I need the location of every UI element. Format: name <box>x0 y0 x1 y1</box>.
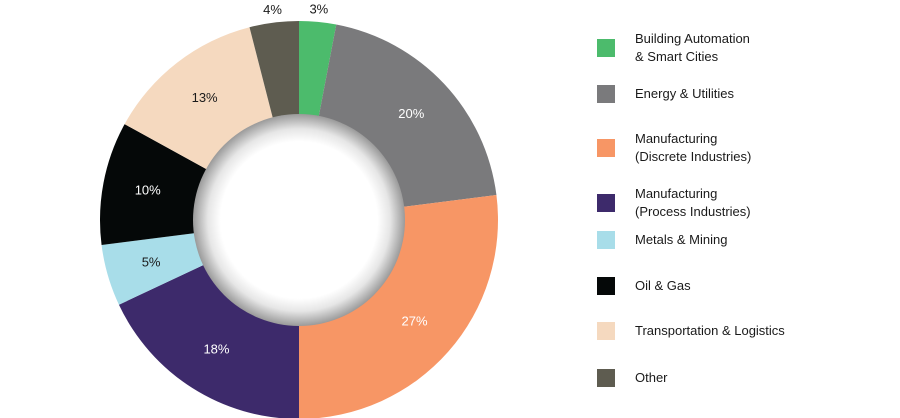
legend-label: Oil & Gas <box>635 278 691 293</box>
slice-value-label: 5% <box>142 254 161 269</box>
pie-slice <box>299 21 337 122</box>
legend-label: Manufacturing (Discrete Industries) <box>635 131 752 164</box>
legend-swatch <box>597 369 615 387</box>
slice-value-label: 10% <box>135 183 161 198</box>
legend-item: Other <box>597 369 668 387</box>
pie-slice <box>100 124 212 245</box>
slice-value-label: 20% <box>398 106 424 121</box>
legend-label: Manufacturing (Process Industries) <box>635 186 751 219</box>
legend-swatch <box>597 139 615 157</box>
legend-label: Building Automation & Smart Cities <box>635 31 750 64</box>
legend-item: Building Automation & Smart Cities <box>597 30 750 66</box>
pie-slice <box>249 21 299 124</box>
legend-swatch <box>597 39 615 57</box>
pie-slice <box>118 262 299 418</box>
legend-label: Energy & Utilities <box>635 86 734 101</box>
legend-swatch <box>597 277 615 295</box>
pie-slice <box>101 232 209 305</box>
legend-label: Metals & Mining <box>635 232 728 247</box>
legend-swatch <box>597 85 615 103</box>
legend-item: Energy & Utilities <box>597 85 734 103</box>
legend-item: Manufacturing (Process Industries) <box>597 185 751 221</box>
legend-label: Other <box>635 370 668 385</box>
legend-item: Oil & Gas <box>597 277 691 295</box>
slice-value-label: 13% <box>192 90 218 105</box>
slice-value-label: 4% <box>263 2 282 17</box>
slice-value-label: 27% <box>402 313 428 328</box>
slice-value-label: 3% <box>309 1 328 16</box>
slices-group <box>100 21 498 418</box>
pie-slice <box>299 195 498 418</box>
legend-item: Metals & Mining <box>597 231 727 249</box>
slice-value-label: 18% <box>203 341 229 356</box>
legend-swatch <box>597 322 615 340</box>
legend-item: Transportation & Logistics <box>597 322 785 340</box>
legend-swatch <box>597 231 615 249</box>
donut-hole <box>193 114 405 326</box>
donut-chart: 3% 20% 27% 18% 5% 10% 13% 4% <box>100 1 498 418</box>
legend-label: Transportation & Logistics <box>635 323 785 338</box>
slice-labels-group: 3% 20% 27% 18% 5% 10% 13% 4% <box>135 1 428 356</box>
legend-item: Manufacturing (Discrete Industries) <box>597 130 751 166</box>
legend: Building Automation & Smart Cities Energy… <box>597 0 897 418</box>
legend-swatch <box>597 194 615 212</box>
pie-slice <box>317 24 497 208</box>
